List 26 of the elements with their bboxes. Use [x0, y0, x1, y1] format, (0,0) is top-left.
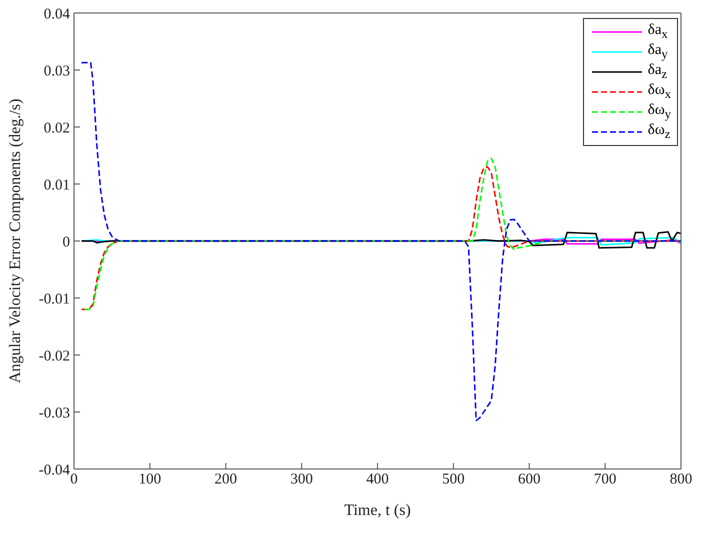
y-tick-label: 0.04	[44, 6, 70, 22]
x-tick-label: 800	[670, 472, 692, 488]
x-tick-label: 400	[366, 472, 389, 488]
x-tick-label: 300	[290, 472, 313, 488]
y-tick-label: -0.02	[38, 348, 70, 364]
y-tick-label: 0.01	[44, 177, 70, 194]
legend-label: δω$_{x}$	[648, 82, 671, 102]
y-tick-label: 0.03	[44, 63, 70, 80]
y-tick-label: -0.01	[38, 291, 70, 308]
y-axis-title: Angular Velocity Error Components (deg./s)	[7, 98, 24, 384]
x-tick-label: 700	[594, 472, 616, 488]
x-tick-label: 200	[214, 472, 237, 488]
legend-label: δa$_{y}$	[648, 42, 668, 62]
y-tick-label: 0.02	[44, 120, 70, 136]
x-tick-label: 100	[138, 472, 162, 488]
legend-label: δω$_{y}$	[648, 102, 671, 122]
y-tick-label: -0.04	[38, 462, 70, 478]
legend-label: δa$_{z}$	[648, 62, 668, 82]
y-tick-label: 0	[62, 234, 70, 250]
legend-label: δa$_{x}$	[648, 22, 668, 42]
line-series	[80, 62, 681, 422]
x-tick-label: 500	[442, 472, 465, 488]
x-tick-label: 600	[518, 472, 540, 488]
legend-label: δω$_{z}$	[648, 122, 670, 142]
y-tick-label: -0.03	[38, 405, 70, 422]
x-axis-title: Time, t (s)	[344, 502, 411, 519]
